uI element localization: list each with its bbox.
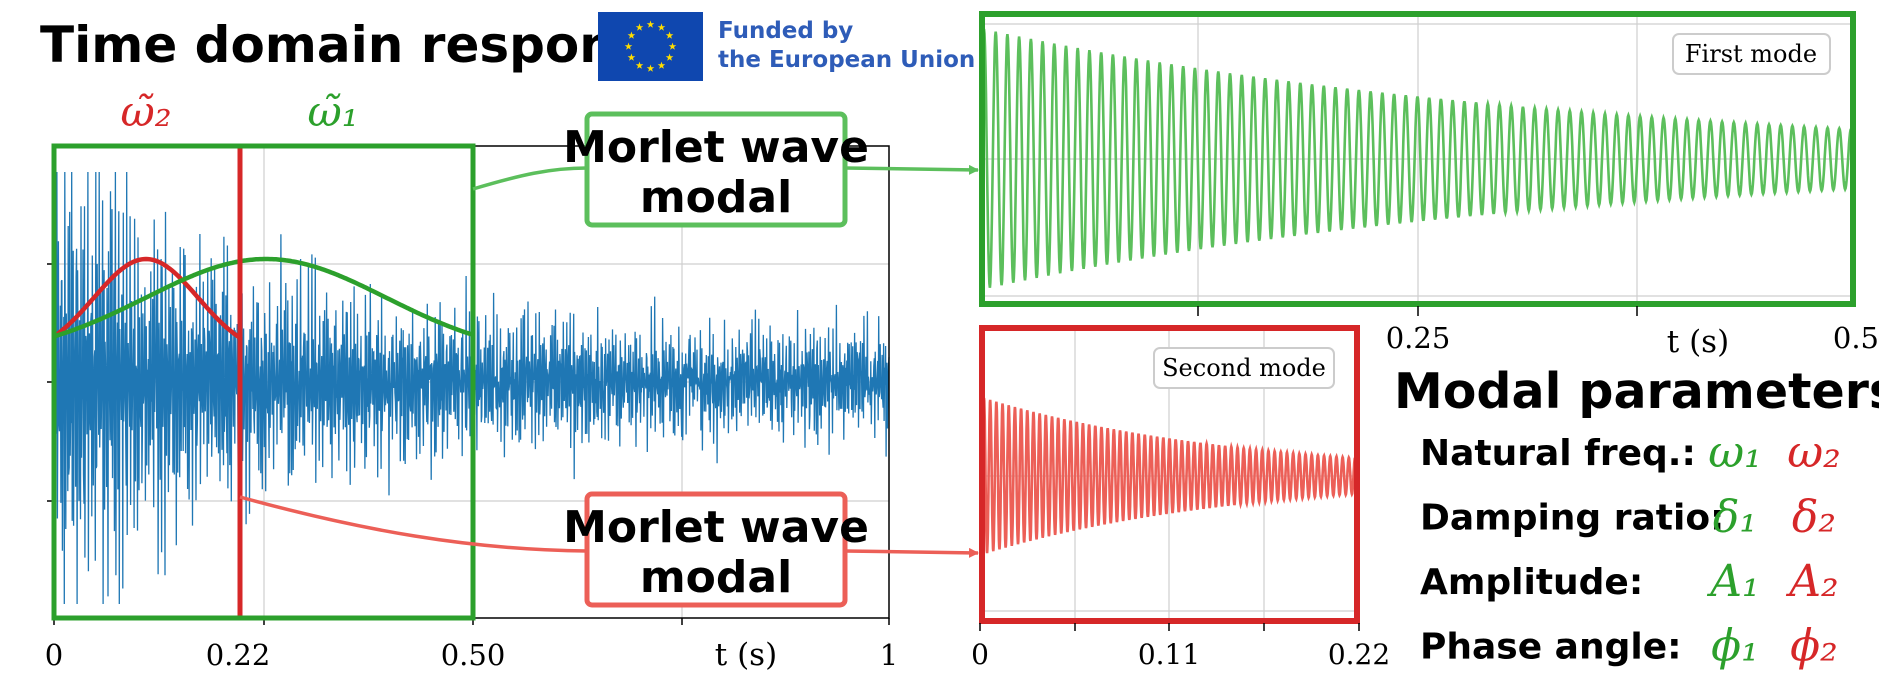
eu-star bbox=[646, 20, 655, 28]
mode-signal bbox=[982, 397, 1357, 554]
eu-star bbox=[657, 23, 666, 31]
morlet-text: modal bbox=[640, 172, 792, 223]
window-box bbox=[51, 143, 476, 621]
arrow bbox=[844, 547, 979, 558]
x-tick-label: 0.5 bbox=[1833, 321, 1879, 355]
x-tick-label: 0.11 bbox=[1138, 638, 1200, 671]
window-label: ω̃₂ bbox=[120, 87, 171, 136]
eu-star bbox=[635, 61, 644, 69]
param-label: Phase angle: bbox=[1420, 627, 1682, 668]
arrow bbox=[844, 164, 979, 175]
morlet-text: Morlet wave bbox=[563, 122, 869, 173]
morlet-text: modal bbox=[640, 552, 792, 603]
eu-star bbox=[635, 23, 644, 31]
eu-star bbox=[665, 53, 674, 61]
eu-star bbox=[665, 31, 674, 39]
x-tick-label: 0 bbox=[45, 638, 63, 672]
param-symbol: ϕ₁ bbox=[1711, 621, 1759, 672]
x-tick-label: 0.22 bbox=[206, 638, 271, 672]
mode-frame bbox=[979, 11, 1856, 307]
morlet-box bbox=[584, 491, 848, 608]
mode-signal bbox=[982, 28, 1853, 288]
window-label: ω̃₁ bbox=[307, 87, 358, 136]
connector bbox=[472, 166, 588, 191]
connector bbox=[239, 495, 588, 553]
param-symbol: ω₂ bbox=[1787, 427, 1841, 478]
eu-star bbox=[646, 64, 655, 72]
funding-line: Funded by bbox=[718, 18, 853, 44]
legend-box bbox=[1672, 33, 1831, 75]
x-tick-label: 1 bbox=[880, 638, 898, 672]
params-title: Modal parameters: bbox=[1394, 363, 1879, 420]
funding-line: the European Union bbox=[718, 47, 975, 73]
eu-stars bbox=[624, 20, 677, 72]
morlet-text: Morlet wave bbox=[563, 502, 869, 553]
eu-star bbox=[624, 42, 633, 50]
param-symbol: A₁ bbox=[1706, 556, 1759, 607]
param-label: Amplitude: bbox=[1420, 562, 1643, 603]
param-symbol: δ₂ bbox=[1792, 492, 1836, 543]
legend-box bbox=[1153, 347, 1335, 389]
morlet-window bbox=[53, 256, 473, 339]
x-tick-label: 0.25 bbox=[1386, 321, 1451, 355]
x-label: t (s) bbox=[715, 637, 777, 673]
legend-text: First mode bbox=[1685, 40, 1817, 68]
param-label: Natural freq.: bbox=[1420, 433, 1696, 474]
title: Time domain response: bbox=[40, 16, 699, 74]
param-symbol: ϕ₂ bbox=[1790, 621, 1838, 672]
eu-star bbox=[627, 31, 636, 39]
mode-frame bbox=[979, 325, 1360, 624]
legend-text: Second mode bbox=[1162, 354, 1326, 382]
param-symbol: ω₁ bbox=[1708, 427, 1762, 478]
x-tick-label: 0.22 bbox=[1328, 638, 1390, 671]
morlet-window bbox=[52, 256, 242, 340]
eu-star bbox=[627, 53, 636, 61]
x-tick-label: 0 bbox=[971, 638, 989, 671]
param-label: Damping ratio: bbox=[1420, 498, 1724, 539]
x-tick-label: 0.50 bbox=[441, 638, 506, 672]
param-symbol: A₂ bbox=[1785, 556, 1838, 607]
param-symbol: δ₁ bbox=[1713, 492, 1757, 543]
morlet-box bbox=[584, 111, 848, 228]
eu-star bbox=[657, 61, 666, 69]
x-label: t (s) bbox=[1667, 324, 1729, 360]
eu-star bbox=[668, 42, 677, 50]
